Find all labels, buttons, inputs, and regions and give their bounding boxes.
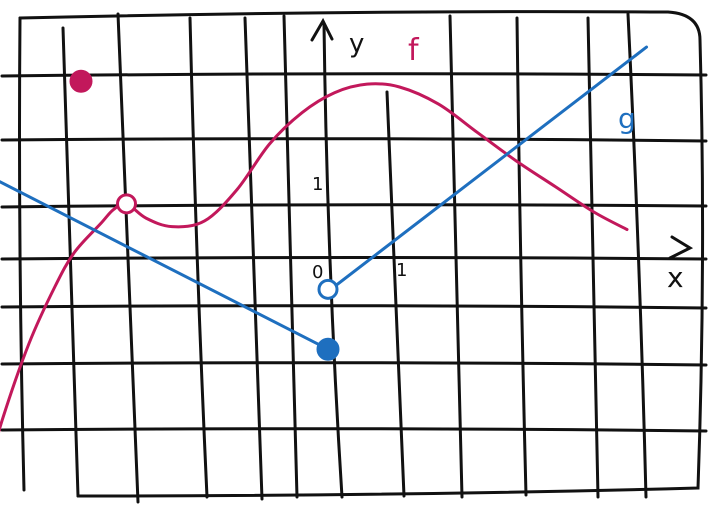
grid-line-v4 xyxy=(188,16,209,499)
grid-line-h1 xyxy=(0,72,708,78)
grid-line-h2 xyxy=(0,137,708,143)
grid-line-v5 xyxy=(243,16,264,501)
series-f-open-point-0 xyxy=(116,193,137,215)
grid-line-v3 xyxy=(116,12,140,504)
y-axis xyxy=(322,22,344,499)
grid-border xyxy=(18,10,705,498)
grid-line-v8 xyxy=(448,14,464,499)
grid-line-h7 xyxy=(0,427,708,433)
grid-line-v11 xyxy=(626,12,648,499)
x-unit-label: 1 xyxy=(396,260,407,281)
series-g-line-2 xyxy=(333,45,648,288)
grid-line-h3 xyxy=(0,203,708,209)
x-axis-arrow xyxy=(668,235,694,260)
grid-line-h5 xyxy=(0,304,708,310)
grid-line-v7 xyxy=(385,90,406,498)
grid xyxy=(0,10,708,504)
series-f-closed-point-0 xyxy=(69,69,93,93)
grid-line-v10 xyxy=(586,16,600,499)
y-axis-arrow xyxy=(310,17,334,42)
grid-line-v9 xyxy=(515,16,528,497)
grid-line-h4 xyxy=(0,256,708,261)
series-g-open-point-0 xyxy=(317,278,339,300)
series-g-line xyxy=(0,180,330,351)
grid-line-v1 xyxy=(18,16,26,492)
series-f-label: f xyxy=(408,33,420,68)
grid-line-h6 xyxy=(0,361,708,367)
origin-label: 0 xyxy=(312,262,323,283)
grid-line-v2 xyxy=(61,26,80,498)
series-g-label: g xyxy=(618,102,636,135)
markers xyxy=(69,69,340,361)
grid-line-v6 xyxy=(282,14,299,499)
y-unit-label: 1 xyxy=(312,174,323,195)
y-axis-label: y xyxy=(349,29,364,59)
series-f-line xyxy=(0,82,629,433)
series-g-closed-point-0 xyxy=(316,337,340,361)
curves xyxy=(0,45,648,433)
x-axis-label: x xyxy=(667,261,684,294)
